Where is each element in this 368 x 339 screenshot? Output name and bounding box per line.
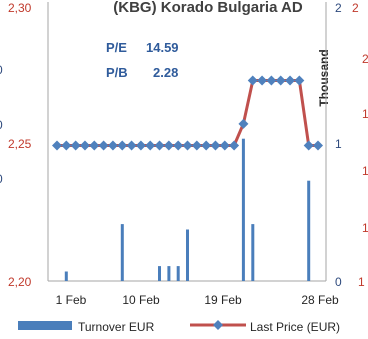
price-line	[52, 75, 323, 151]
far-right-tick-label: 1	[358, 275, 365, 289]
turnover-tick-label: 2	[335, 1, 342, 15]
far-right-tick-label: 1	[362, 164, 368, 178]
price-marker	[98, 140, 109, 151]
turnover-bar	[307, 180, 311, 281]
turnover-axis-label: Thousand	[317, 49, 331, 106]
price-marker	[191, 140, 202, 151]
price-marker	[135, 140, 146, 151]
turnover-bar	[251, 224, 255, 281]
price-marker	[257, 75, 268, 86]
turnover-bar	[186, 229, 189, 281]
price-marker	[275, 75, 286, 86]
price-marker	[303, 140, 314, 151]
turnover-bar	[120, 224, 124, 281]
turnover-bar	[167, 266, 171, 281]
clipped-tick-label: 0	[0, 118, 3, 132]
price-marker	[79, 140, 90, 151]
price-marker	[219, 140, 230, 151]
legend-turnover-swatch	[18, 321, 72, 330]
price-tick-label: 2,30	[8, 1, 32, 15]
price-marker	[61, 140, 72, 151]
turnover-bars	[64, 138, 311, 281]
price-marker	[145, 140, 156, 151]
price-marker	[285, 75, 296, 86]
turnover-tick-label: 1	[335, 137, 342, 151]
far-right-tick-label: 1	[362, 107, 368, 121]
far-right-tick-label: 2	[352, 1, 359, 15]
price-marker	[173, 140, 184, 151]
far-right-tick-label: 2	[362, 52, 368, 66]
pb-label: P/B	[106, 65, 128, 80]
clipped-tick-label: 0	[0, 63, 3, 77]
x-tick-label: 10 Feb	[122, 293, 160, 307]
x-tick-label: 19 Feb	[204, 293, 242, 307]
price-line-path	[57, 79, 318, 147]
price-marker	[154, 140, 165, 151]
price-marker	[238, 118, 249, 129]
turnover-bar	[158, 266, 161, 281]
turnover-bar	[176, 266, 180, 281]
chart-title: (KBG) Korado Bulgaria AD	[113, 0, 303, 16]
price-marker	[247, 75, 258, 86]
price-marker	[229, 140, 240, 151]
price-marker	[266, 75, 277, 86]
price-marker	[89, 140, 100, 151]
price-tick-label: 2,25	[8, 137, 32, 151]
pb-value: 2.28	[153, 65, 178, 80]
pe-value: 14.59	[146, 40, 179, 55]
legend-price-marker	[213, 320, 223, 330]
price-marker	[126, 140, 137, 151]
x-tick-label: 28 Feb	[301, 293, 339, 307]
price-tick-label: 2,20	[8, 275, 32, 289]
price-marker	[294, 75, 305, 86]
x-tick-label: 1 Feb	[56, 293, 87, 307]
turnover-bar	[64, 271, 68, 281]
price-marker	[210, 140, 221, 151]
price-marker	[313, 140, 323, 151]
legend-price-label: Last Price (EUR)	[250, 320, 340, 334]
turnover-tick-label: 0	[335, 275, 342, 289]
price-marker	[182, 140, 193, 151]
pe-label: P/E	[106, 40, 127, 55]
price-marker	[201, 140, 212, 151]
far-right-tick-label: 1	[362, 221, 368, 235]
price-marker	[52, 140, 62, 151]
price-marker	[117, 140, 128, 151]
price-marker	[70, 140, 81, 151]
price-marker	[163, 140, 174, 151]
price-marker	[107, 140, 118, 151]
legend-turnover-label: Turnover EUR	[78, 320, 155, 334]
turnover-bar	[241, 138, 245, 281]
clipped-tick-label: 0	[0, 172, 3, 186]
